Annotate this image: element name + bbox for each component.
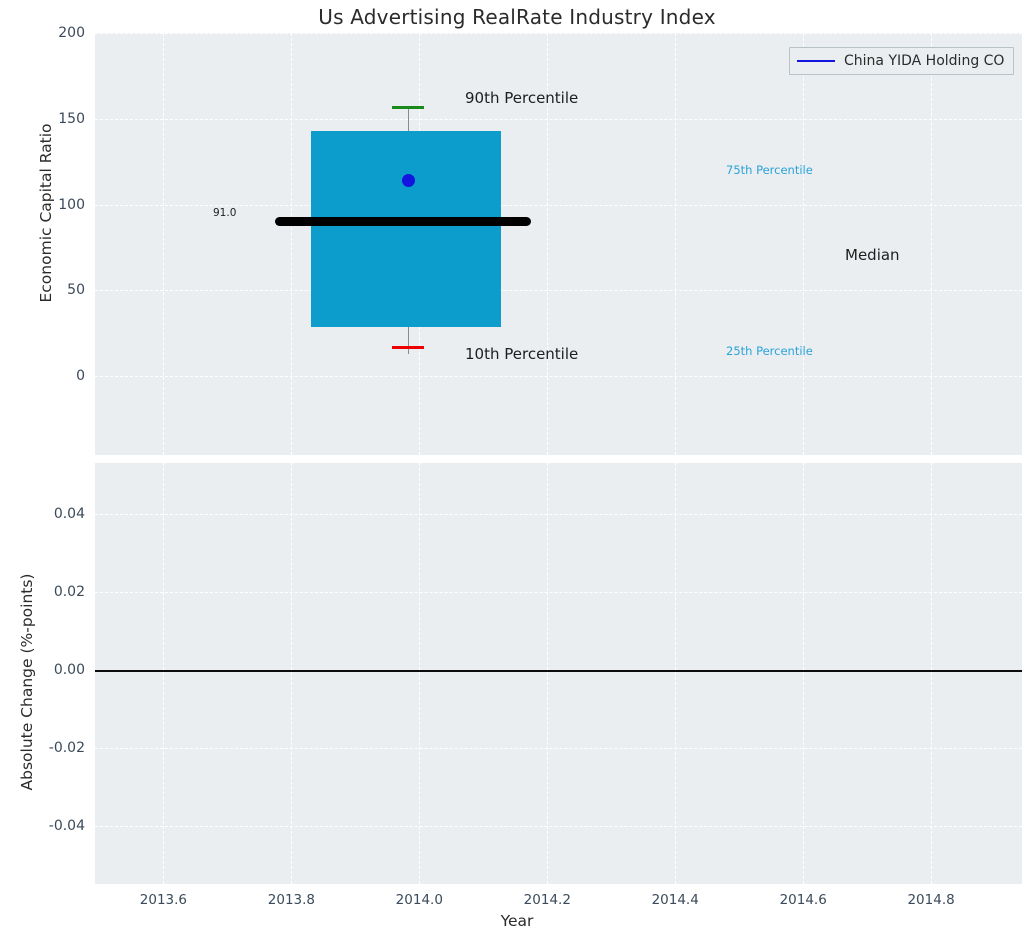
- ytick-bottom-minus0.02: -0.02: [48, 740, 85, 756]
- ytick-bottom-0.00: 0.00: [53, 662, 85, 678]
- ytick-top-50: 50: [67, 282, 85, 299]
- ytick-top-150: 150: [58, 110, 85, 127]
- ytick-top-200: 200: [58, 25, 85, 41]
- legend-line-icon: [797, 60, 835, 62]
- gridline-x2-2014.6: [803, 463, 805, 884]
- xtick-2014.4: 2014.4: [651, 892, 699, 908]
- gridline-y2-minus0.04: [95, 826, 1022, 827]
- annotation-90th-percentile: 90th Percentile: [465, 89, 579, 107]
- series-marker-china-yida-holding-co: [401, 173, 415, 187]
- gridline-x-2014.4: [675, 33, 677, 455]
- gridline-y2-0.02: [95, 592, 1022, 593]
- zero-reference-line: [95, 670, 1022, 672]
- annotation-median: Median: [845, 246, 900, 264]
- ytick-top-100: 100: [58, 196, 85, 213]
- gridline-x2-2014.8: [931, 463, 933, 884]
- gridline-x-2014.8: [931, 33, 933, 455]
- xtick-2014.0: 2014.0: [395, 892, 443, 908]
- legend[interactable]: China YIDA Holding CO: [789, 47, 1015, 75]
- percentile-10-cap: [392, 346, 424, 350]
- median-line: [275, 216, 531, 226]
- legend-item-label: China YIDA Holding CO: [844, 53, 1005, 69]
- gridline-x-2014.2: [547, 33, 549, 455]
- gridline-y-0: [95, 376, 1022, 377]
- y-axis-label-bottom: Absolute Change (%-points): [18, 573, 36, 791]
- chart-title: Us Advertising RealRate Industry Index: [318, 5, 716, 29]
- percentile-90-cap: [392, 106, 424, 110]
- gridline-x2-2014.4: [675, 463, 677, 884]
- gridline-y-100: [95, 204, 1022, 206]
- xtick-2013.6: 2013.6: [139, 892, 188, 908]
- gridline-y-150: [95, 118, 1022, 120]
- gridline-x2-2013.6: [163, 463, 165, 884]
- plot-area-absolute-change: [95, 463, 1022, 884]
- ytick-bottom-0.04: 0.04: [53, 506, 85, 522]
- ytick-bottom-minus0.04: -0.04: [48, 818, 85, 834]
- gridline-y2-minus0.02: [95, 748, 1022, 749]
- xtick-2014.8: 2014.8: [907, 892, 955, 908]
- gridline-x2-2014.2: [547, 463, 549, 884]
- gridline-y-200: [95, 33, 1022, 34]
- gridline-x2-2014.0: [419, 463, 421, 884]
- gridline-x-2013.6: [163, 33, 165, 455]
- ytick-top-0: 0: [76, 368, 85, 384]
- ytick-bottom-0.02: 0.02: [53, 584, 85, 600]
- interquartile-bar: [311, 131, 501, 327]
- x-axis-label: Year: [500, 912, 534, 930]
- annotation-10th-percentile: 10th Percentile: [465, 345, 579, 363]
- annotation-25th-percentile: 25th Percentile: [726, 344, 813, 358]
- xtick-2013.8: 2013.8: [267, 892, 316, 908]
- annotation-median-value: 91.0: [213, 207, 237, 219]
- xtick-2014.6: 2014.6: [779, 892, 827, 908]
- y-axis-label-top: Economic Capital Ratio: [37, 123, 55, 303]
- gridline-y2-0.04: [95, 514, 1022, 515]
- gridline-y-50: [95, 290, 1022, 292]
- plot-area-economic-capital-ratio: 90th Percentile 75th Percentile Median 2…: [95, 33, 1022, 455]
- gridline-x-2013.8: [291, 33, 293, 455]
- gridline-x2-2013.8: [291, 463, 293, 884]
- xtick-2014.2: 2014.2: [523, 892, 571, 908]
- annotation-75th-percentile: 75th Percentile: [726, 163, 813, 177]
- gridline-x-2014.6: [803, 33, 805, 455]
